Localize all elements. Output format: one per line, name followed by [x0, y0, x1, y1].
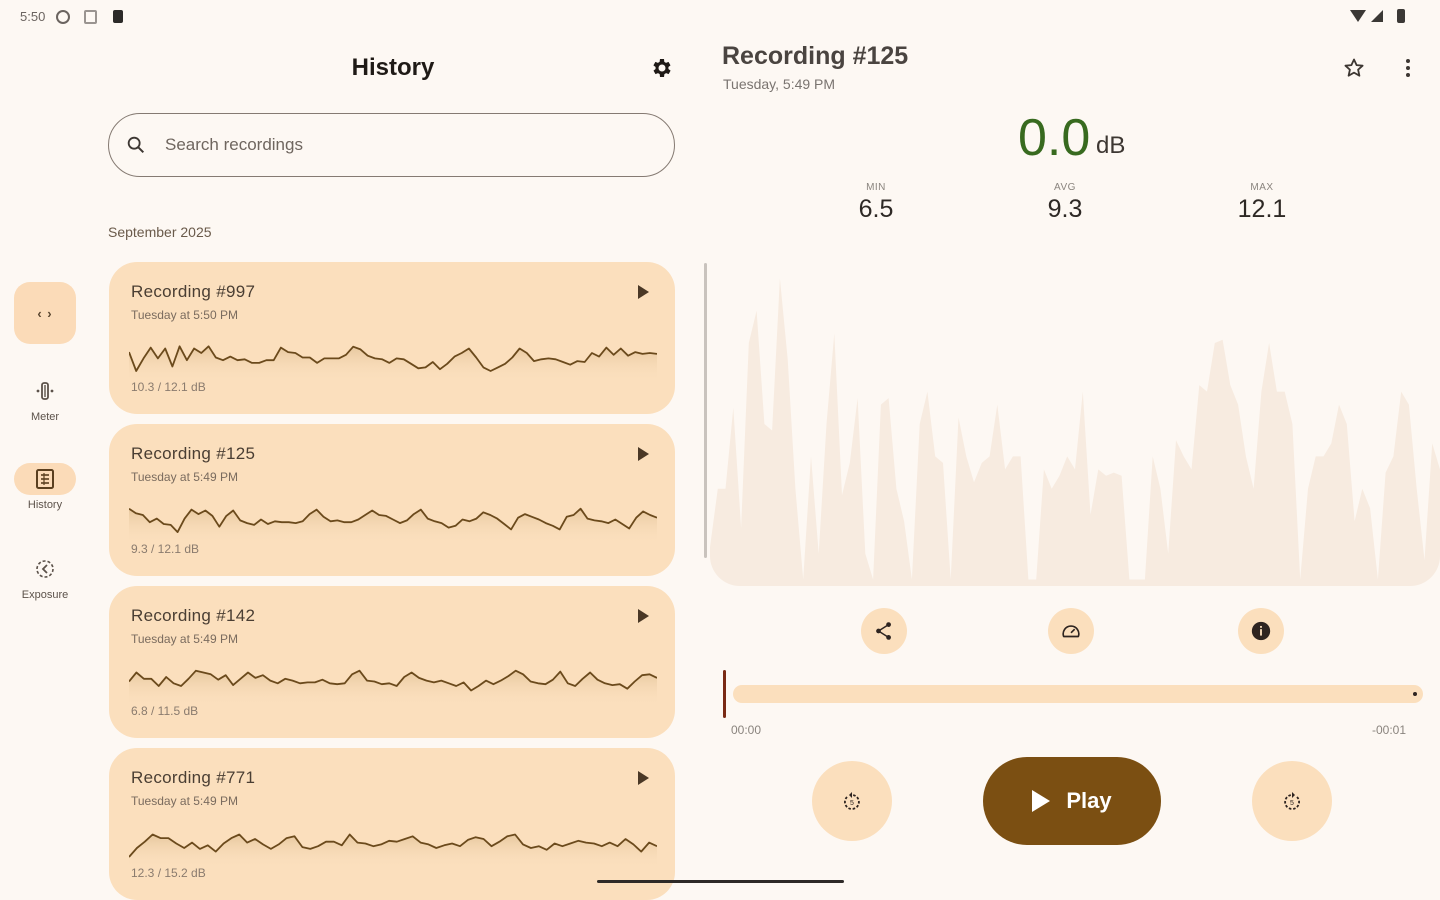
more-vert-icon — [1406, 59, 1410, 63]
stat-avg-label: AVG — [1054, 182, 1076, 193]
pane-drag-handle[interactable] — [704, 263, 707, 558]
play-button[interactable]: Play — [983, 757, 1161, 845]
stat-avg-value: 9.3 — [1047, 195, 1083, 223]
search-icon — [127, 136, 145, 154]
recording-detail-pane: Recording #125 Tuesday, 5:49 PM 0.0 dB M… — [700, 34, 1440, 900]
status-bar: 5:50 — [0, 0, 1440, 34]
stat-max-value: 12.1 — [1237, 195, 1287, 223]
screen-icon — [84, 10, 97, 24]
recording-card-title: Recording #771 — [131, 768, 256, 787]
star-outline-icon — [1344, 58, 1364, 77]
recording-card[interactable]: Recording #142 Tuesday at 5:49 PM 6.8 / … — [109, 586, 675, 738]
seek-bar[interactable] — [733, 685, 1423, 703]
play-icon[interactable] — [638, 609, 649, 623]
recording-card-timestamp: Tuesday at 5:49 PM — [131, 794, 238, 808]
gesture-navigation-bar[interactable] — [597, 880, 844, 883]
nav-label-history: History — [27, 499, 63, 511]
recording-card-waveform — [129, 833, 657, 868]
signal-icon — [1371, 10, 1383, 22]
recording-card-timestamp: Tuesday at 5:49 PM — [131, 470, 238, 484]
meter-icon — [36, 382, 54, 400]
wifi-icon — [1350, 10, 1366, 22]
nav-item-history[interactable]: History — [0, 463, 90, 511]
rewind-button[interactable]: 5 — [812, 761, 892, 841]
nav-item-meter[interactable]: Meter — [0, 375, 90, 423]
recording-card[interactable]: Recording #997 Tuesday at 5:50 PM 10.3 /… — [109, 262, 675, 414]
nav-item-exposure[interactable]: Exposure — [0, 553, 90, 601]
play-label: Play — [1066, 788, 1112, 813]
recording-card-waveform — [129, 345, 657, 382]
favorite-button[interactable] — [1340, 54, 1368, 82]
settings-button[interactable] — [648, 54, 676, 82]
stat-min-value: 6.5 — [858, 195, 894, 223]
recording-timestamp: Tuesday, 5:49 PM — [723, 76, 836, 92]
code-brackets-icon: ‹ › — [37, 305, 53, 321]
recording-card-waveform — [129, 507, 657, 544]
recording-card-waveform — [129, 669, 657, 706]
info-icon — [1251, 621, 1271, 641]
history-pane: History September 2025 Recording #997 Tu… — [90, 34, 696, 900]
nav-label-meter: Meter — [30, 411, 60, 423]
info-button[interactable] — [1238, 608, 1284, 654]
stat-min: MIN 6.5 — [836, 182, 916, 224]
remaining-time: -00:01 — [1372, 723, 1407, 737]
play-icon[interactable] — [638, 447, 649, 461]
play-icon[interactable] — [638, 771, 649, 785]
playback-speed-button[interactable] — [1048, 608, 1094, 654]
page-title: History — [351, 54, 435, 81]
db-unit: dB — [1096, 132, 1126, 159]
gear-icon — [653, 59, 671, 77]
recording-card-title: Recording #997 — [131, 282, 256, 301]
recording-card-db-range: 9.3 / 12.1 dB — [131, 542, 200, 556]
recording-card[interactable]: Recording #771 Tuesday at 5:49 PM 12.3 /… — [109, 748, 675, 900]
share-button[interactable] — [861, 608, 907, 654]
status-time: 5:50 — [20, 9, 46, 24]
recording-card-title: Recording #125 — [131, 444, 256, 463]
recording-card-timestamp: Tuesday at 5:49 PM — [131, 632, 238, 646]
current-db-value: 0.0 — [1018, 109, 1091, 167]
more-options-button[interactable] — [1396, 54, 1420, 82]
recording-card-db-range: 12.3 / 15.2 dB — [131, 866, 206, 880]
play-icon[interactable] — [638, 285, 649, 299]
svg-text:5: 5 — [1290, 800, 1294, 807]
sd-card-icon — [113, 10, 123, 23]
seek-end-dot — [1413, 692, 1417, 696]
replay-5-icon: 5 — [844, 792, 860, 810]
history-icon — [36, 469, 54, 489]
vpn-icon — [56, 10, 70, 24]
stat-avg: AVG 9.3 — [1025, 182, 1105, 224]
playhead-marker[interactable] — [723, 670, 726, 718]
battery-icon — [1397, 9, 1405, 23]
share-icon — [876, 622, 891, 640]
search-bar[interactable] — [108, 113, 675, 177]
stat-max-label: MAX — [1250, 182, 1274, 193]
play-icon — [1032, 790, 1051, 812]
elapsed-time: 00:00 — [731, 723, 762, 737]
section-header-month: September 2025 — [108, 224, 212, 240]
nav-label-exposure: Exposure — [21, 589, 69, 601]
speedometer-icon — [1062, 625, 1080, 638]
recording-card[interactable]: Recording #125 Tuesday at 5:49 PM 9.3 / … — [109, 424, 675, 576]
recording-card-db-range: 10.3 / 12.1 dB — [131, 380, 206, 394]
recording-card-title: Recording #142 — [131, 606, 256, 625]
exposure-icon — [36, 560, 54, 578]
stat-min-label: MIN — [866, 182, 886, 193]
fab-button[interactable]: ‹ › — [14, 282, 76, 344]
forward-5-icon: 5 — [1284, 792, 1300, 810]
recording-waveform-chart[interactable] — [710, 262, 1440, 586]
forward-button[interactable]: 5 — [1252, 761, 1332, 841]
recording-card-db-range: 6.8 / 11.5 dB — [131, 704, 199, 718]
recording-title: Recording #125 — [722, 42, 909, 70]
recording-card-timestamp: Tuesday at 5:50 PM — [131, 308, 238, 322]
svg-text:5: 5 — [850, 800, 854, 807]
stat-max: MAX 12.1 — [1222, 182, 1302, 224]
search-input[interactable] — [165, 135, 645, 155]
